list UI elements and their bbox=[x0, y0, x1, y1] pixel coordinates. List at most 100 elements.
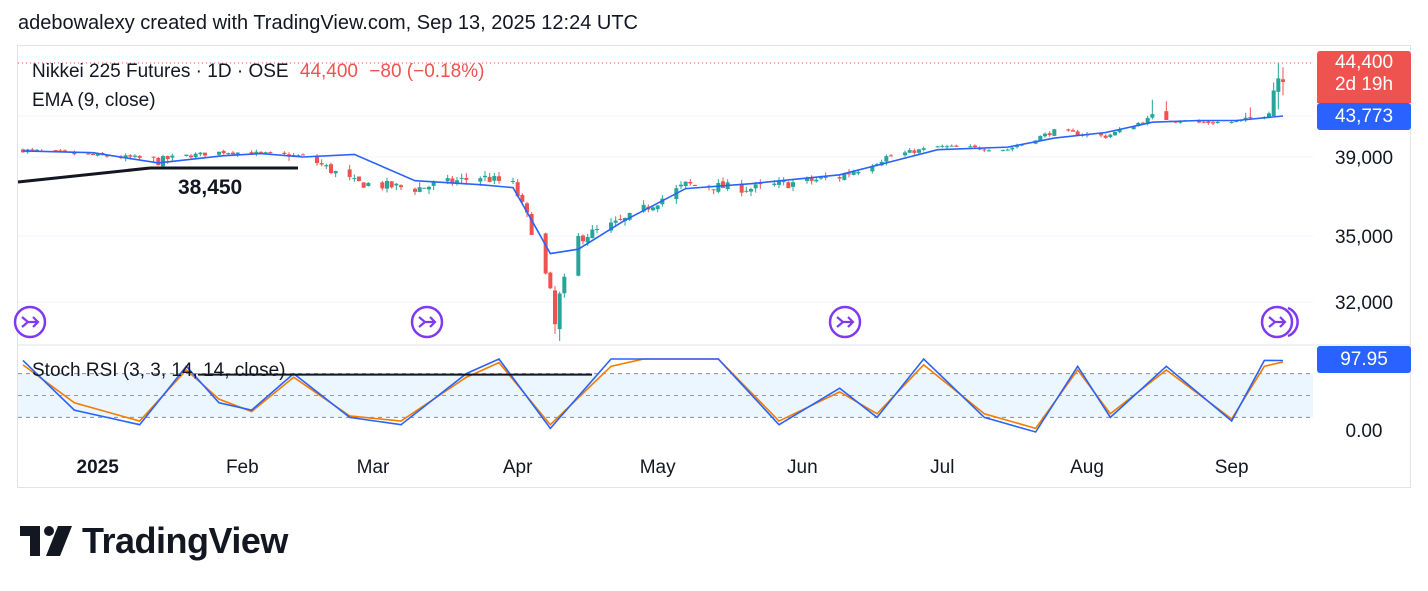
candle-body bbox=[529, 213, 534, 235]
candle-body bbox=[1164, 111, 1169, 120]
stoch-value-label: 97.95 bbox=[1317, 346, 1411, 373]
candle-body bbox=[86, 153, 91, 155]
candle-body bbox=[399, 185, 403, 188]
candle-body bbox=[814, 179, 819, 182]
candle-body bbox=[464, 177, 469, 180]
candle-body bbox=[716, 182, 721, 192]
candle-body bbox=[296, 155, 301, 157]
candle-body bbox=[366, 183, 371, 186]
candle-body bbox=[520, 194, 525, 202]
support-trendline bbox=[17, 166, 151, 184]
candle-body bbox=[282, 152, 287, 154]
candle-body bbox=[1215, 121, 1220, 124]
candle-body bbox=[1131, 126, 1136, 130]
candle-series bbox=[21, 62, 1285, 341]
candle-body bbox=[837, 177, 842, 179]
candle-body bbox=[982, 149, 987, 151]
candle-body bbox=[1015, 145, 1019, 148]
candle-body bbox=[385, 180, 389, 189]
candle-body bbox=[809, 177, 814, 181]
candle-body bbox=[515, 182, 520, 197]
candle-body bbox=[226, 153, 231, 155]
event-icon bbox=[828, 305, 862, 339]
candle-body bbox=[1234, 120, 1239, 122]
bar-countdown: 2d 19h bbox=[1334, 74, 1394, 95]
ema-price-label: 43,773 bbox=[1317, 103, 1411, 130]
stoch-legend[interactable]: Stoch RSI (3, 3, 14, 14, close) bbox=[32, 360, 291, 382]
candle-body bbox=[884, 156, 889, 162]
chart-attribution: adebowalexy created with TradingView.com… bbox=[18, 12, 638, 34]
candle-body bbox=[543, 233, 548, 274]
annotations: 38,450 bbox=[13, 62, 1313, 376]
candle-body bbox=[1141, 122, 1145, 124]
candle-body bbox=[711, 189, 716, 191]
ema-legend-label: EMA (9, close) bbox=[32, 90, 156, 111]
candle-body bbox=[198, 152, 203, 155]
candle-body bbox=[361, 182, 366, 188]
price-tick-label: 32,000 bbox=[1335, 293, 1393, 314]
candle-body bbox=[193, 153, 198, 158]
candle-body bbox=[1206, 121, 1211, 124]
candle-body bbox=[851, 171, 856, 175]
time-tick-label: Sep bbox=[1215, 457, 1249, 478]
last-price: 44,400 bbox=[299, 61, 358, 82]
candle-body bbox=[413, 188, 417, 192]
candle-body bbox=[137, 155, 142, 158]
candle-body bbox=[380, 182, 385, 189]
candle-body bbox=[389, 181, 394, 188]
candle-body bbox=[1038, 135, 1043, 141]
candle-body bbox=[889, 155, 893, 157]
candle-body bbox=[450, 178, 455, 184]
candle-body bbox=[945, 146, 949, 148]
ema-legend[interactable]: EMA (9, close) bbox=[32, 90, 162, 112]
candle-body bbox=[917, 149, 921, 153]
candle-body bbox=[1099, 133, 1103, 136]
candle-body bbox=[903, 152, 907, 156]
candle-body bbox=[693, 184, 697, 186]
candle-body bbox=[1071, 130, 1075, 132]
support-level-label: 38,450 bbox=[178, 176, 242, 199]
candle-body bbox=[263, 152, 268, 154]
candle-body bbox=[791, 182, 795, 187]
candle-body bbox=[557, 293, 562, 330]
last-price-label: 44,400 2d 19h bbox=[1317, 51, 1411, 103]
event-icon-arrow bbox=[1268, 316, 1287, 328]
candle-body bbox=[651, 207, 655, 211]
candle-body bbox=[483, 175, 487, 178]
tradingview-logo[interactable]: TradingView bbox=[20, 520, 288, 562]
candle-body bbox=[319, 163, 324, 165]
candle-body bbox=[161, 156, 165, 167]
candle-body bbox=[492, 176, 497, 181]
symbol-title[interactable]: Nikkei 225 Futures · 1D · OSE bbox=[32, 61, 289, 82]
time-tick-label: Jul bbox=[930, 457, 954, 478]
candle-body bbox=[170, 155, 175, 158]
candle-body bbox=[184, 154, 189, 156]
candle-body bbox=[1281, 79, 1285, 82]
candle-body bbox=[553, 290, 557, 325]
candle-body bbox=[907, 150, 912, 153]
candle-body bbox=[618, 218, 623, 220]
time-tick-label: May bbox=[640, 457, 676, 478]
candle-body bbox=[203, 152, 207, 156]
candle-body bbox=[123, 155, 128, 159]
candle-body bbox=[805, 177, 809, 181]
time-tick-label: Jun bbox=[787, 457, 818, 478]
candle-body bbox=[217, 151, 221, 155]
event-icon-stack bbox=[1287, 306, 1299, 338]
stoch-tick-label: 0.00 bbox=[1346, 421, 1383, 442]
candle-body bbox=[1103, 135, 1108, 138]
main-legend: Nikkei 225 Futures · 1D · OSE 44,400 −80… bbox=[32, 61, 490, 83]
candle-body bbox=[357, 176, 361, 181]
candle-body bbox=[394, 183, 399, 186]
candle-body bbox=[329, 164, 333, 174]
stoch-legend-label: Stoch RSI (3, 3, 14, 14, close) bbox=[32, 360, 286, 381]
candle-body bbox=[1267, 113, 1271, 118]
candle-body bbox=[1271, 90, 1276, 117]
candle-body bbox=[847, 173, 851, 175]
candle-body bbox=[235, 152, 240, 156]
candle-body bbox=[912, 150, 917, 153]
candle-body bbox=[1197, 120, 1201, 123]
stoch-rsi-pane bbox=[22, 357, 1284, 433]
time-tick-label: 2025 bbox=[77, 457, 120, 478]
